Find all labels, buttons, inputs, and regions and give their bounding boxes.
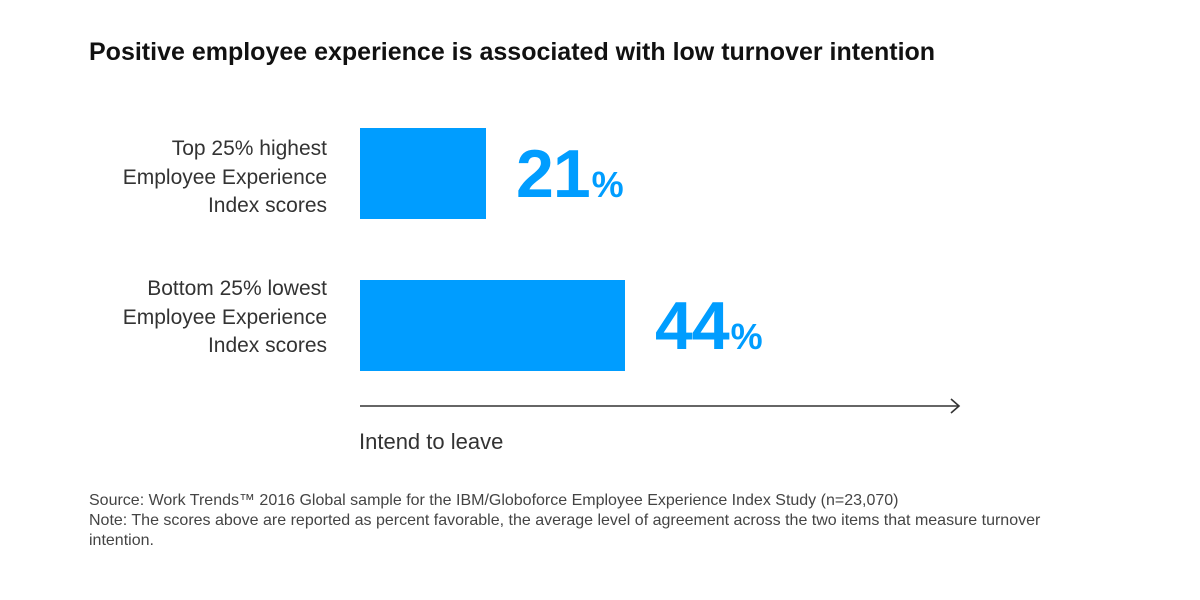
category-label-line: Top 25% highest	[171, 137, 327, 160]
category-label-line: Bottom 25% lowest	[147, 277, 327, 300]
bar-top	[360, 128, 486, 219]
footnote: Source: Work Trends™ 2016 Global sample …	[89, 491, 1099, 551]
category-label-bottom: Bottom 25% lowest Employee Experience In…	[40, 275, 327, 361]
bar-bottom	[360, 280, 625, 371]
category-label-line: Employee Experience	[122, 165, 327, 189]
value-percent-sign: %	[591, 164, 624, 205]
source-text: Source: Work Trends™ 2016 Global sample …	[89, 492, 899, 509]
value-number: 44	[655, 288, 730, 364]
category-label-line: Employee Experience	[122, 305, 327, 329]
category-label-line: Index scores	[207, 334, 327, 357]
value-number: 21	[516, 136, 591, 212]
category-label-top: Top 25% highest Employee Experience Inde…	[40, 135, 327, 221]
x-axis-label: Intend to leave	[359, 429, 504, 454]
value-label-top: 21%	[516, 140, 624, 208]
chart-title: Positive employee experience is associat…	[89, 38, 936, 66]
category-label-line: Index scores	[207, 194, 327, 217]
note-text: Note: The scores above are reported as p…	[89, 512, 1041, 549]
x-axis-arrow	[360, 398, 961, 414]
value-percent-sign: %	[730, 316, 763, 357]
value-label-bottom: 44%	[655, 292, 763, 360]
arrow-head-icon	[950, 398, 961, 414]
